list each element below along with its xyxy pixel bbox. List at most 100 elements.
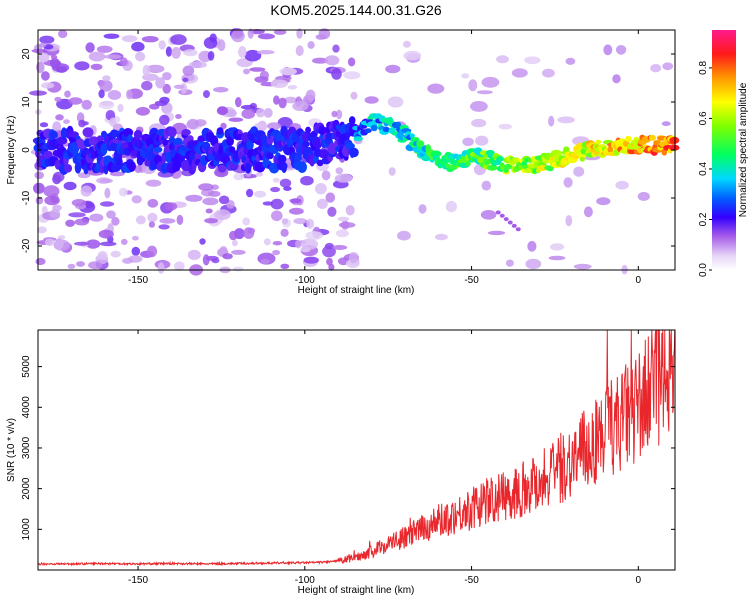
colorbar-gradient xyxy=(712,30,736,270)
heatmap-noise-cell xyxy=(337,216,350,222)
heatmap-noise-cell xyxy=(238,46,247,58)
heatmap-noise-cell xyxy=(477,90,493,95)
heatmap-noise-cell xyxy=(134,165,143,173)
heatmap-noise-cell xyxy=(199,238,206,245)
heatmap-noise-cell xyxy=(202,197,219,206)
heatmap-noise-cell xyxy=(292,101,309,112)
heatmap-noise-cell xyxy=(306,218,315,229)
heatmap-noise-cell xyxy=(612,74,621,84)
heatmap-noise-cell xyxy=(71,199,87,207)
heatmap-noise-cell xyxy=(331,110,338,118)
heatmap-noise-cell xyxy=(293,218,308,225)
heatmap-noise-cell xyxy=(218,195,230,205)
y-tick-label: 4000 xyxy=(21,396,32,419)
heatmap-noise-cell xyxy=(219,246,228,256)
chart-title: KOM5.2025.144.00.31.G26 xyxy=(270,2,441,18)
y-tick-label: -20 xyxy=(21,238,32,253)
colorbar-tick-label: 0.0 xyxy=(698,263,709,277)
heatmap-ridge-cell xyxy=(416,140,425,148)
spectrogram-y-ticks: -20 -10 0 10 20 xyxy=(21,48,675,253)
heatmap-noise-cell xyxy=(54,238,64,250)
heatmap-noise-cell xyxy=(615,45,627,55)
heatmap-noise-cell xyxy=(226,109,237,118)
y-tick-label: 10 xyxy=(21,96,32,108)
heatmap-ridge-cell xyxy=(485,149,495,156)
heatmap-noise-cell xyxy=(49,58,61,69)
heatmap-noise-cell xyxy=(327,206,337,217)
heatmap-noise-cell xyxy=(174,261,185,272)
heatmap-noise-cell xyxy=(65,219,75,227)
heatmap-noise-cell xyxy=(131,246,141,256)
heatmap-ridge-cell xyxy=(50,130,58,139)
heatmap-noise-cell xyxy=(43,185,60,198)
heatmap-noise-cell xyxy=(279,67,297,76)
x-tick-label: 0 xyxy=(636,575,642,586)
heatmap-ridge-cell xyxy=(244,162,252,174)
heatmap-noise-cell xyxy=(121,35,138,43)
heatmap-noise-cell xyxy=(203,90,210,99)
heatmap-ridge-cell xyxy=(409,133,415,139)
heatmap-noise-cell xyxy=(583,206,593,218)
heatmap-noise-cell xyxy=(63,119,70,124)
heatmap-noise-cell xyxy=(254,76,269,83)
heatmap-feature-cell xyxy=(515,227,521,232)
heatmap-noise-cell xyxy=(63,181,77,191)
heatmap-noise-cell xyxy=(300,175,314,186)
y-tick-label: 0 xyxy=(21,147,32,153)
heatmap-noise-cell xyxy=(99,241,117,247)
heatmap-noise-cell xyxy=(235,97,242,108)
heatmap-noise-cell xyxy=(284,96,298,104)
heatmap-ridge-cell xyxy=(648,134,656,141)
heatmap-noise-cell xyxy=(573,166,585,177)
heatmap-ridge-cell xyxy=(281,161,287,174)
heatmap-noise-cell xyxy=(307,41,315,49)
heatmap-noise-cell xyxy=(141,36,159,43)
heatmap-noise-cell xyxy=(103,54,122,59)
heatmap-noise-cell xyxy=(81,121,89,126)
heatmap-feature-cell xyxy=(503,217,509,222)
colorbar-tick-label: 0.6 xyxy=(698,111,709,125)
heatmap-noise-cell xyxy=(39,35,55,44)
heatmap-noise-cell xyxy=(98,229,114,239)
heatmap-noise-cell xyxy=(524,56,541,65)
heatmap-noise-cell xyxy=(461,73,470,79)
heatmap-noise-cell xyxy=(203,37,218,49)
heatmap-ridge-cell xyxy=(382,126,390,133)
heatmap-noise-cell xyxy=(249,67,266,72)
heatmap-noise-cell xyxy=(99,178,113,184)
heatmap-ridge-cell xyxy=(266,152,274,160)
heatmap-ridge-cell xyxy=(430,150,442,158)
heatmap-noise-cell xyxy=(326,257,333,266)
heatmap-noise-cell xyxy=(296,28,303,39)
heatmap-noise-cell xyxy=(41,71,50,81)
snr-x-label: Height of straight line (km) xyxy=(298,585,415,596)
heatmap-noise-cell xyxy=(305,89,316,102)
heatmap-noise-cell xyxy=(49,209,61,219)
heatmap-noise-cell xyxy=(97,251,108,261)
heatmap-noise-cell xyxy=(662,62,674,71)
heatmap-noise-cell xyxy=(159,218,176,224)
heatmap-noise-cell xyxy=(222,253,233,260)
heatmap-noise-cell xyxy=(96,45,113,53)
heatmap-ridge-cell xyxy=(321,127,331,134)
heatmap-noise-cell xyxy=(103,33,120,39)
heatmap-noise-cell xyxy=(33,182,45,194)
heatmap-feature-cell xyxy=(499,213,505,218)
heatmap-noise-cell xyxy=(232,266,244,272)
heatmap-noise-cell xyxy=(162,83,171,94)
heatmap-noise-cell xyxy=(348,252,359,264)
heatmap-noise-cell xyxy=(542,68,555,78)
heatmap-noise-cell xyxy=(650,63,662,73)
snr-series-line xyxy=(37,329,676,567)
heatmap-noise-cell xyxy=(228,117,244,122)
heatmap-noise-cell xyxy=(397,230,411,241)
heatmap-noise-cell xyxy=(158,40,166,50)
heatmap-noise-cell xyxy=(243,227,255,239)
heatmap-noise-cell xyxy=(74,241,90,246)
heatmap-noise-cell xyxy=(89,213,104,222)
heatmap-noise-cell xyxy=(233,172,245,181)
heatmap-noise-cell xyxy=(77,172,91,179)
heatmap-noise-cell xyxy=(146,245,158,258)
